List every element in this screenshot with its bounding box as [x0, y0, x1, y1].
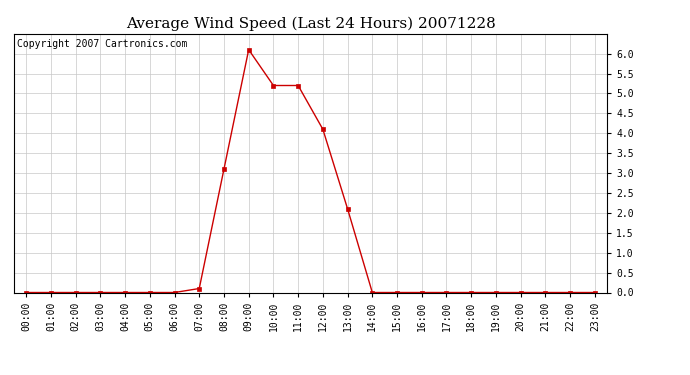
- Text: Copyright 2007 Cartronics.com: Copyright 2007 Cartronics.com: [17, 39, 187, 49]
- Title: Average Wind Speed (Last 24 Hours) 20071228: Average Wind Speed (Last 24 Hours) 20071…: [126, 17, 495, 31]
